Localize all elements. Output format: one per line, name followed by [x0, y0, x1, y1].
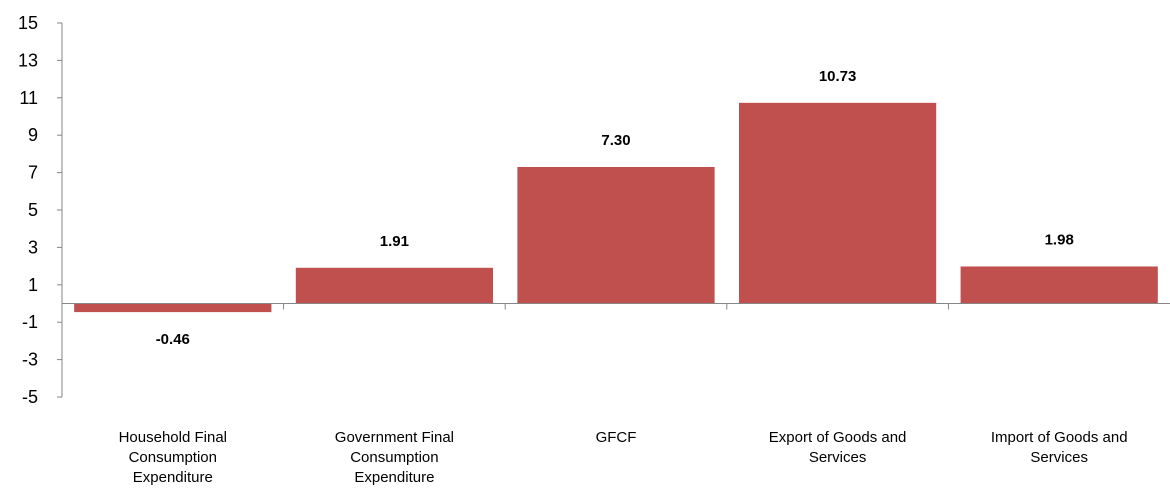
- category-label-line: Consumption: [129, 449, 217, 466]
- data-label: 1.98: [1045, 231, 1074, 248]
- data-label: 1.91: [380, 233, 409, 250]
- category-label-line: Household Final: [119, 429, 227, 446]
- y-tick-label: 1: [28, 275, 38, 295]
- category-label: Household Final Consumption Expenditure: [119, 429, 227, 486]
- category-label: Import of Goods and Services: [991, 429, 1128, 466]
- bar: [960, 266, 1158, 304]
- y-tick-label: 13: [18, 50, 38, 70]
- bar: [517, 166, 715, 304]
- bar: [738, 102, 937, 304]
- y-tick-label: 5: [28, 200, 38, 220]
- bar: [295, 267, 494, 304]
- y-tick-label: 11: [19, 88, 38, 108]
- y-tick-label: 3: [28, 237, 38, 257]
- y-tick-label: 9: [28, 125, 38, 145]
- category-label-line: Services: [1030, 449, 1088, 466]
- category-label-line: Expenditure: [133, 469, 213, 486]
- y-tick-label: 15: [18, 13, 38, 33]
- category-label-line: GFCF: [596, 429, 637, 446]
- data-label: -0.46: [156, 331, 190, 348]
- category-label: Export of Goods and Services: [769, 429, 907, 466]
- category-label: GFCF: [596, 429, 637, 446]
- y-tick-label: 7: [28, 163, 38, 183]
- category-label-line: Services: [809, 449, 867, 466]
- data-label: 7.30: [601, 132, 630, 149]
- category-label-line: Consumption: [350, 449, 438, 466]
- y-tick-label: -3: [22, 350, 38, 370]
- y-tick-label: -5: [22, 387, 38, 407]
- category-label-line: Import of Goods and: [991, 429, 1128, 446]
- category-label: Government Final Consumption Expenditure: [335, 429, 454, 486]
- category-label-line: Export of Goods and: [769, 429, 907, 446]
- category-label-line: Expenditure: [354, 469, 434, 486]
- y-tick-label: -1: [22, 312, 38, 332]
- data-label: 10.73: [819, 68, 857, 85]
- bar: [74, 303, 272, 313]
- category-label-line: Government Final: [335, 429, 454, 446]
